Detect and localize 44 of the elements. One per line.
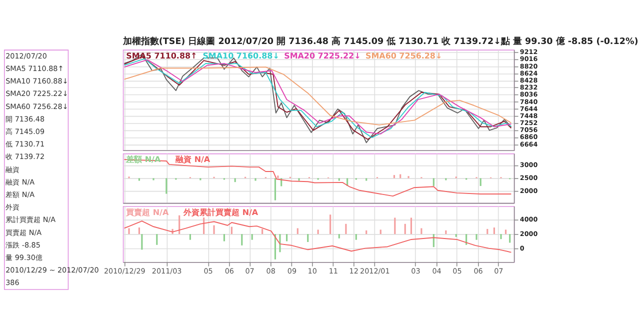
series-label: 融資 N/A bbox=[176, 155, 211, 164]
x-tick-label: 07 bbox=[245, 266, 254, 276]
x-tick-label: 2012/01 bbox=[360, 266, 390, 276]
text: SMA60 7256.28↓ bbox=[6, 102, 68, 111]
text: 開 7136.48 bbox=[6, 114, 45, 124]
x-tick-label: 06 bbox=[224, 266, 234, 276]
text: SMA20 7225.22↓ bbox=[6, 89, 68, 98]
text: 外資 bbox=[6, 202, 20, 212]
x-tick-label: 05 bbox=[204, 266, 213, 276]
text: 買賣超 N/A bbox=[6, 228, 42, 237]
text: 386 bbox=[6, 278, 20, 288]
x-tick-label: 09 bbox=[287, 266, 297, 276]
chart-title: 加權指數(TSE) 日線圖 2012/07/20 開 7136.48 高 7145.09 低 7130.71 收 7139.72↓點 量 99.30 億 -8.85 (-0.12%) bbox=[122, 36, 638, 48]
series-label: 買賣超 N/A bbox=[125, 208, 170, 217]
text: 差額 N/A bbox=[6, 190, 35, 199]
text: 量 99.30億 bbox=[6, 252, 42, 262]
x-tick-label: 2011/03 bbox=[152, 266, 182, 276]
text: 2010/12/29 ~ 2012/07/20 bbox=[6, 266, 100, 275]
x-tick-label: 06 bbox=[474, 266, 484, 276]
text: 低 7130.71 bbox=[6, 140, 45, 149]
x-tick-label: 04 bbox=[432, 266, 442, 276]
text: 2012/07/20 bbox=[6, 51, 48, 60]
text: SMA60 7256.28↓ bbox=[365, 51, 442, 60]
text: 融資 N/A bbox=[6, 177, 35, 186]
text: 累計買賣超 N/A bbox=[6, 215, 56, 224]
series-label: SMA20 7225.22↓ bbox=[284, 51, 361, 60]
line-series bbox=[124, 66, 512, 126]
text: 融資 bbox=[6, 164, 20, 174]
series-label: SMA10 7160.88↓ bbox=[202, 51, 280, 60]
x-tick-label: 08 bbox=[266, 266, 276, 276]
x-tick-label: 10 bbox=[308, 266, 318, 276]
text: 收 7139.72 bbox=[6, 152, 45, 162]
series-label: 外資累計買賣超 N/A bbox=[182, 208, 259, 217]
x-tick-label: 11 bbox=[328, 266, 338, 276]
text: 漲跌 -8.85 bbox=[6, 240, 40, 250]
x-tick-label: 12 bbox=[349, 266, 358, 276]
line-series bbox=[124, 220, 512, 253]
text: SMA10 7160.88↓ bbox=[6, 76, 68, 86]
x-tick-label: 07 bbox=[494, 266, 504, 276]
x-tick-label: 2010/12/29 bbox=[104, 266, 146, 276]
x-tick-label: 03 bbox=[411, 266, 420, 276]
x-tick-label: 05 bbox=[452, 266, 462, 276]
text: 高 7145.09 bbox=[6, 126, 45, 136]
text: SMA5 7110.88↑ bbox=[6, 64, 64, 73]
